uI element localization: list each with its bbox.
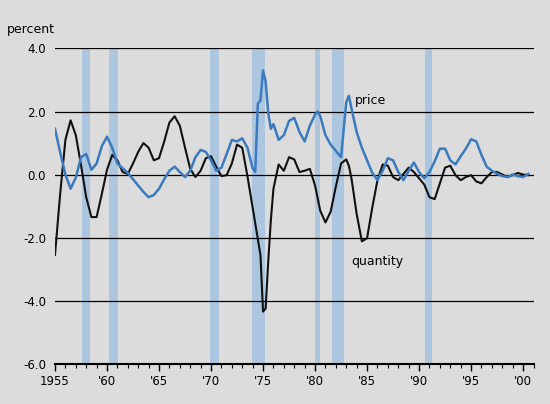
Bar	[251, 48, 265, 364]
Bar	[109, 48, 118, 364]
Text: quantity: quantity	[351, 255, 404, 268]
Text: percent: percent	[7, 23, 55, 36]
Bar	[425, 48, 432, 364]
Bar	[332, 48, 344, 364]
Bar	[315, 48, 320, 364]
Text: price: price	[355, 94, 386, 107]
Bar	[210, 48, 219, 364]
Bar	[82, 48, 90, 364]
